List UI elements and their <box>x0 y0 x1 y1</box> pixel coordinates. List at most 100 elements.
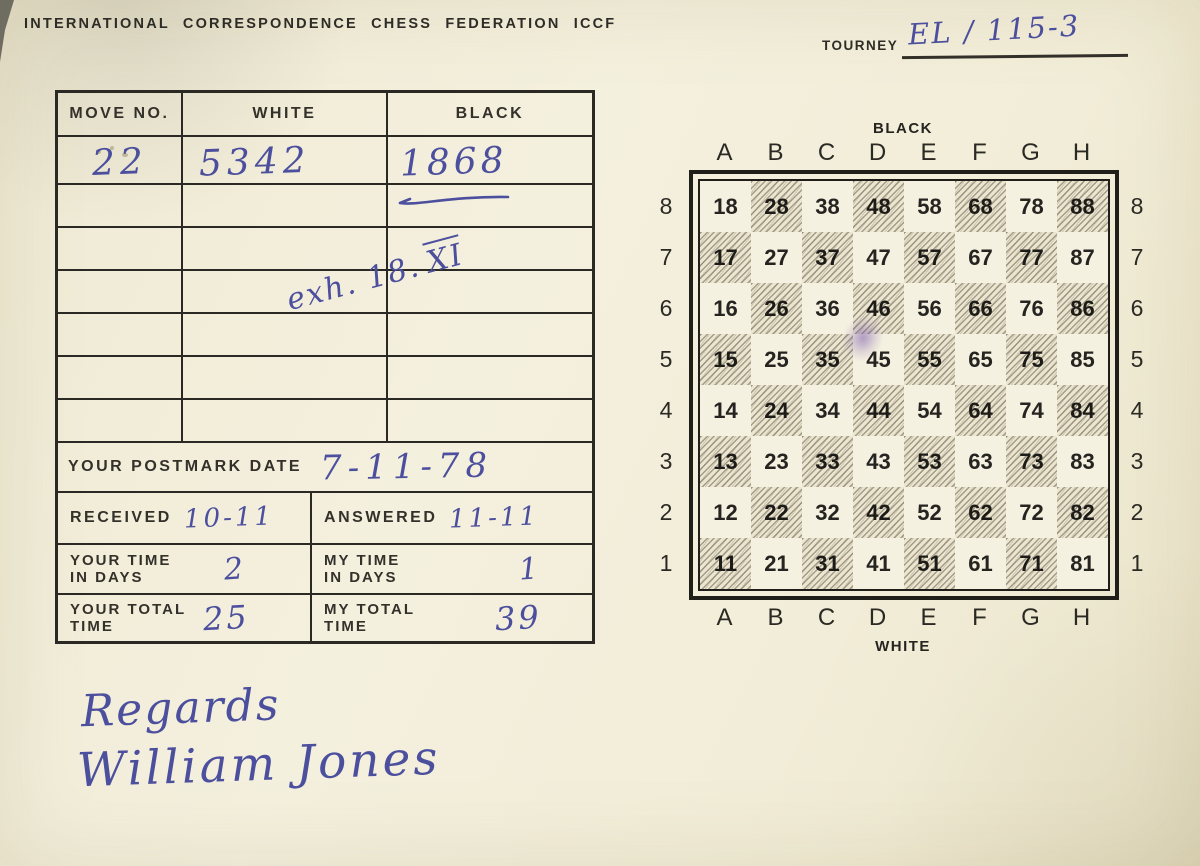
file-letter-e: E <box>920 139 937 166</box>
my-total-value-handwritten: 39 <box>494 597 543 639</box>
square-e7: 57 <box>904 232 955 283</box>
move-sheet: MOVE NO. WHITE BLACK 22 5342 1868 <box>55 90 595 644</box>
my-time-label: MY TIME IN DAYS <box>324 551 401 586</box>
col-header-white: WHITE <box>180 93 386 135</box>
square-d3: 43 <box>853 436 904 487</box>
square-c6: 36 <box>802 283 853 334</box>
square-c1: 31 <box>802 538 853 589</box>
rank-number-6: 6 <box>1130 295 1144 321</box>
square-g2: 72 <box>1006 487 1057 538</box>
file-letter-g: G <box>1021 604 1040 631</box>
total-time-row: YOUR TOTAL TIME 25 MY TOTAL TIME 39 <box>58 593 592 641</box>
board-black-label: BLACK <box>873 120 933 137</box>
square-g7: 77 <box>1006 232 1057 283</box>
square-e5: 55 <box>904 334 955 385</box>
square-f1: 61 <box>955 538 1006 589</box>
rank-number-2: 2 <box>1130 499 1144 525</box>
file-letter-c: C <box>817 604 836 631</box>
square-a2: 12 <box>700 487 751 538</box>
square-e8: 58 <box>904 181 955 232</box>
federation-title: INTERNATIONAL CORRESPONDENCE CHESS FEDER… <box>24 16 617 32</box>
received-label: RECEIVED <box>70 509 172 526</box>
empty-move-row <box>58 312 592 355</box>
square-c8: 38 <box>802 181 853 232</box>
answered-label: ANSWERED <box>324 509 438 526</box>
tourney-label: TOURNEY <box>822 38 899 53</box>
my-time-value-handwritten: 1 <box>517 550 540 588</box>
file-letter-b: B <box>767 139 784 166</box>
square-d4: 44 <box>853 385 904 436</box>
rank-number-6: 6 <box>659 295 673 321</box>
square-c2: 32 <box>802 487 853 538</box>
square-a1: 11 <box>700 538 751 589</box>
file-letter-e: E <box>920 604 937 631</box>
rank-number-4: 4 <box>1130 397 1144 423</box>
empty-move-row <box>58 269 592 312</box>
signature: Regards William Jones <box>76 674 441 798</box>
square-a5: 15 <box>700 334 751 385</box>
rank-number-1: 1 <box>1130 550 1144 576</box>
paper-speck <box>96 150 101 154</box>
col-header-move-no: MOVE NO. <box>69 105 170 122</box>
square-b2: 22 <box>751 487 802 538</box>
square-e2: 52 <box>904 487 955 538</box>
square-h4: 84 <box>1057 385 1108 436</box>
rank-number-8: 8 <box>659 193 673 219</box>
square-h7: 87 <box>1057 232 1108 283</box>
square-g4: 74 <box>1006 385 1057 436</box>
your-total-label: YOUR TOTAL TIME <box>70 600 187 635</box>
black-move-handwritten: 1868 <box>399 139 509 185</box>
file-letter-b: B <box>767 604 784 631</box>
square-f2: 62 <box>955 487 1006 538</box>
rank-number-7: 7 <box>1130 244 1144 270</box>
rank-number-2: 2 <box>659 499 673 525</box>
square-e6: 56 <box>904 283 955 334</box>
square-c7: 37 <box>802 232 853 283</box>
square-b7: 27 <box>751 232 802 283</box>
move-row: 22 5342 1868 <box>58 135 592 185</box>
board-white-label: WHITE <box>875 638 931 655</box>
empty-move-row <box>58 183 592 226</box>
your-total-value-handwritten: 25 <box>202 597 252 639</box>
square-f4: 64 <box>955 385 1006 436</box>
empty-move-row <box>58 226 592 269</box>
my-total-label: MY TOTAL TIME <box>324 600 416 635</box>
square-a7: 17 <box>700 232 751 283</box>
rank-number-8: 8 <box>1130 193 1144 219</box>
file-letter-a: A <box>716 139 733 166</box>
square-e1: 51 <box>904 538 955 589</box>
square-b4: 24 <box>751 385 802 436</box>
square-b3: 23 <box>751 436 802 487</box>
square-g3: 73 <box>1006 436 1057 487</box>
square-e4: 54 <box>904 385 955 436</box>
rank-number-3: 3 <box>1130 448 1144 474</box>
tourney-value-handwritten: EL / 115-3 <box>907 8 1082 52</box>
ink-stroke <box>388 185 592 214</box>
answered-value-handwritten: 11-11 <box>448 501 540 535</box>
chessboard-grid: 18 28 38 48 58 68 78 88 17 27 37 47 57 67 77 87 16 26 36 46… <box>700 181 1108 589</box>
square-d7: 47 <box>853 232 904 283</box>
rank-number-1: 1 <box>659 550 673 576</box>
paper-speck <box>122 153 128 157</box>
square-b5: 25 <box>751 334 802 385</box>
square-f6: 66 <box>955 283 1006 334</box>
square-b6: 26 <box>751 283 802 334</box>
rank-numbers-left: 8 7 6 5 4 3 2 1 <box>653 181 679 589</box>
rank-number-7: 7 <box>659 244 673 270</box>
square-b8: 28 <box>751 181 802 232</box>
paper-speck <box>110 146 114 150</box>
file-letter-a: A <box>716 604 733 631</box>
rank-number-5: 5 <box>1130 346 1144 372</box>
file-letter-f: F <box>972 139 987 166</box>
square-b1: 21 <box>751 538 802 589</box>
time-in-days-row: YOUR TIME IN DAYS 2 MY TIME IN DAYS 1 <box>58 543 592 593</box>
col-header-black: BLACK <box>385 93 592 135</box>
move-number-handwritten: 22 <box>90 141 148 184</box>
square-a3: 13 <box>700 436 751 487</box>
file-letters-bottom: A B C D E F G H <box>699 604 1107 632</box>
scan-corner-shadow <box>0 0 14 62</box>
square-a6: 16 <box>700 283 751 334</box>
your-time-value-handwritten: 2 <box>222 550 245 588</box>
square-d8: 48 <box>853 181 904 232</box>
